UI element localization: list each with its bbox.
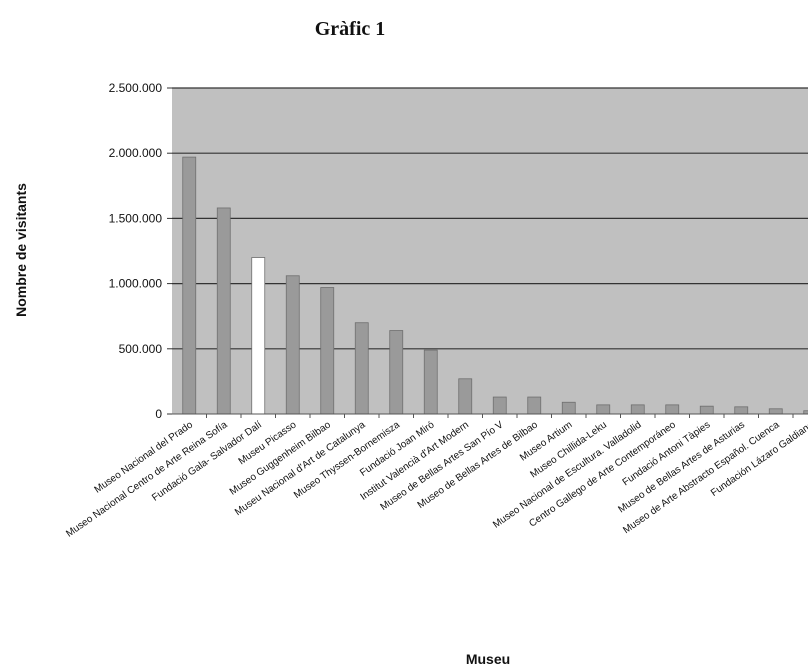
bar	[596, 404, 611, 415]
bar	[320, 287, 335, 415]
bar	[561, 401, 576, 415]
bar	[354, 322, 369, 415]
chart-title: Gràfic 1	[314, 18, 386, 40]
bar	[734, 406, 749, 415]
y-tick-label: 2.500.000	[109, 81, 163, 95]
x-axis-title: Museu	[466, 651, 510, 667]
bar	[699, 405, 714, 415]
y-axis-ticks: 0 500.000 1.000.000 1.500.000 2.000.000 2.500…	[109, 81, 172, 421]
bar	[251, 257, 266, 415]
bar	[216, 207, 231, 415]
bar	[527, 396, 542, 415]
bar	[768, 408, 783, 415]
y-tick-label: 1.500.000	[109, 211, 163, 225]
y-tick-label: 0	[155, 407, 162, 421]
bar	[458, 378, 473, 415]
y-axis-title: Nombre de visitants	[13, 183, 29, 317]
bar	[182, 156, 197, 415]
bar	[803, 410, 808, 415]
bar	[285, 275, 300, 415]
plot-area	[172, 88, 808, 414]
bar	[389, 330, 404, 415]
bar	[630, 404, 645, 415]
y-tick-label: 2.000.000	[109, 146, 163, 160]
y-tick-label: 1.000.000	[109, 277, 163, 291]
bar	[665, 404, 680, 415]
bar	[423, 349, 438, 415]
bar	[492, 396, 507, 415]
grid-lines	[172, 87, 808, 350]
y-tick-label: 500.000	[119, 342, 163, 356]
x-category-label: Museo Nacional Centro de Arte Reina Sofí…	[64, 419, 230, 540]
